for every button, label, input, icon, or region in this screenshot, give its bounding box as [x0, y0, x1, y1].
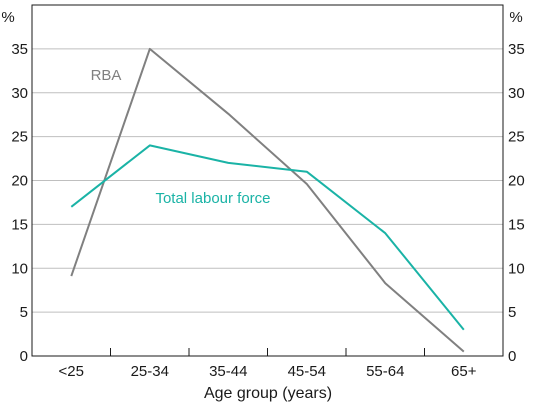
- x-tick-label: <25: [59, 363, 84, 380]
- x-tick-label: 35-44: [209, 363, 247, 380]
- gridlines: [32, 48, 503, 313]
- tick-marks: [110, 348, 425, 356]
- y-tick-label-left: 15: [11, 216, 28, 233]
- y-tick-label-left: 30: [11, 85, 28, 102]
- series-lines: [70, 47, 465, 353]
- x-tick-label: 45-54: [288, 363, 326, 380]
- y-tick-label-left: 25: [11, 129, 28, 146]
- series-line-rba: [70, 47, 465, 353]
- series-label-rba: RBA: [91, 67, 122, 84]
- y-tick-label-right: 35: [508, 41, 525, 58]
- y-tick-label-left: 0: [20, 348, 28, 365]
- y-unit-right: %: [509, 9, 522, 26]
- series-line-total-labour-force: [70, 144, 465, 331]
- x-tick-label: 25-34: [131, 363, 169, 380]
- series-label-total-labour-force: Total labour force: [155, 190, 270, 207]
- y-tick-label-right: 10: [508, 260, 525, 277]
- y-tick-label-right: 0: [508, 348, 516, 365]
- y-tick-label-left: 35: [11, 41, 28, 58]
- y-unit-left: %: [1, 9, 14, 26]
- y-tick-label-right: 25: [508, 129, 525, 146]
- y-tick-label-left: 20: [11, 173, 28, 190]
- x-tick-label: 55-64: [366, 363, 404, 380]
- x-axis-title: Age group (years): [204, 385, 332, 402]
- y-tick-label-right: 15: [508, 216, 525, 233]
- y-tick-label-right: 30: [508, 85, 525, 102]
- tick-labels: 0 0 5 5 10 10 15 15 20 20 25 25 30 30 35 35 <25 25-34 35-4…: [11, 41, 524, 380]
- y-tick-label-right: 20: [508, 173, 525, 190]
- y-tick-label-left: 10: [11, 260, 28, 277]
- y-tick-label-left: 5: [20, 304, 28, 321]
- y-tick-label-right: 5: [508, 304, 516, 321]
- x-tick-label: 65+: [451, 363, 477, 380]
